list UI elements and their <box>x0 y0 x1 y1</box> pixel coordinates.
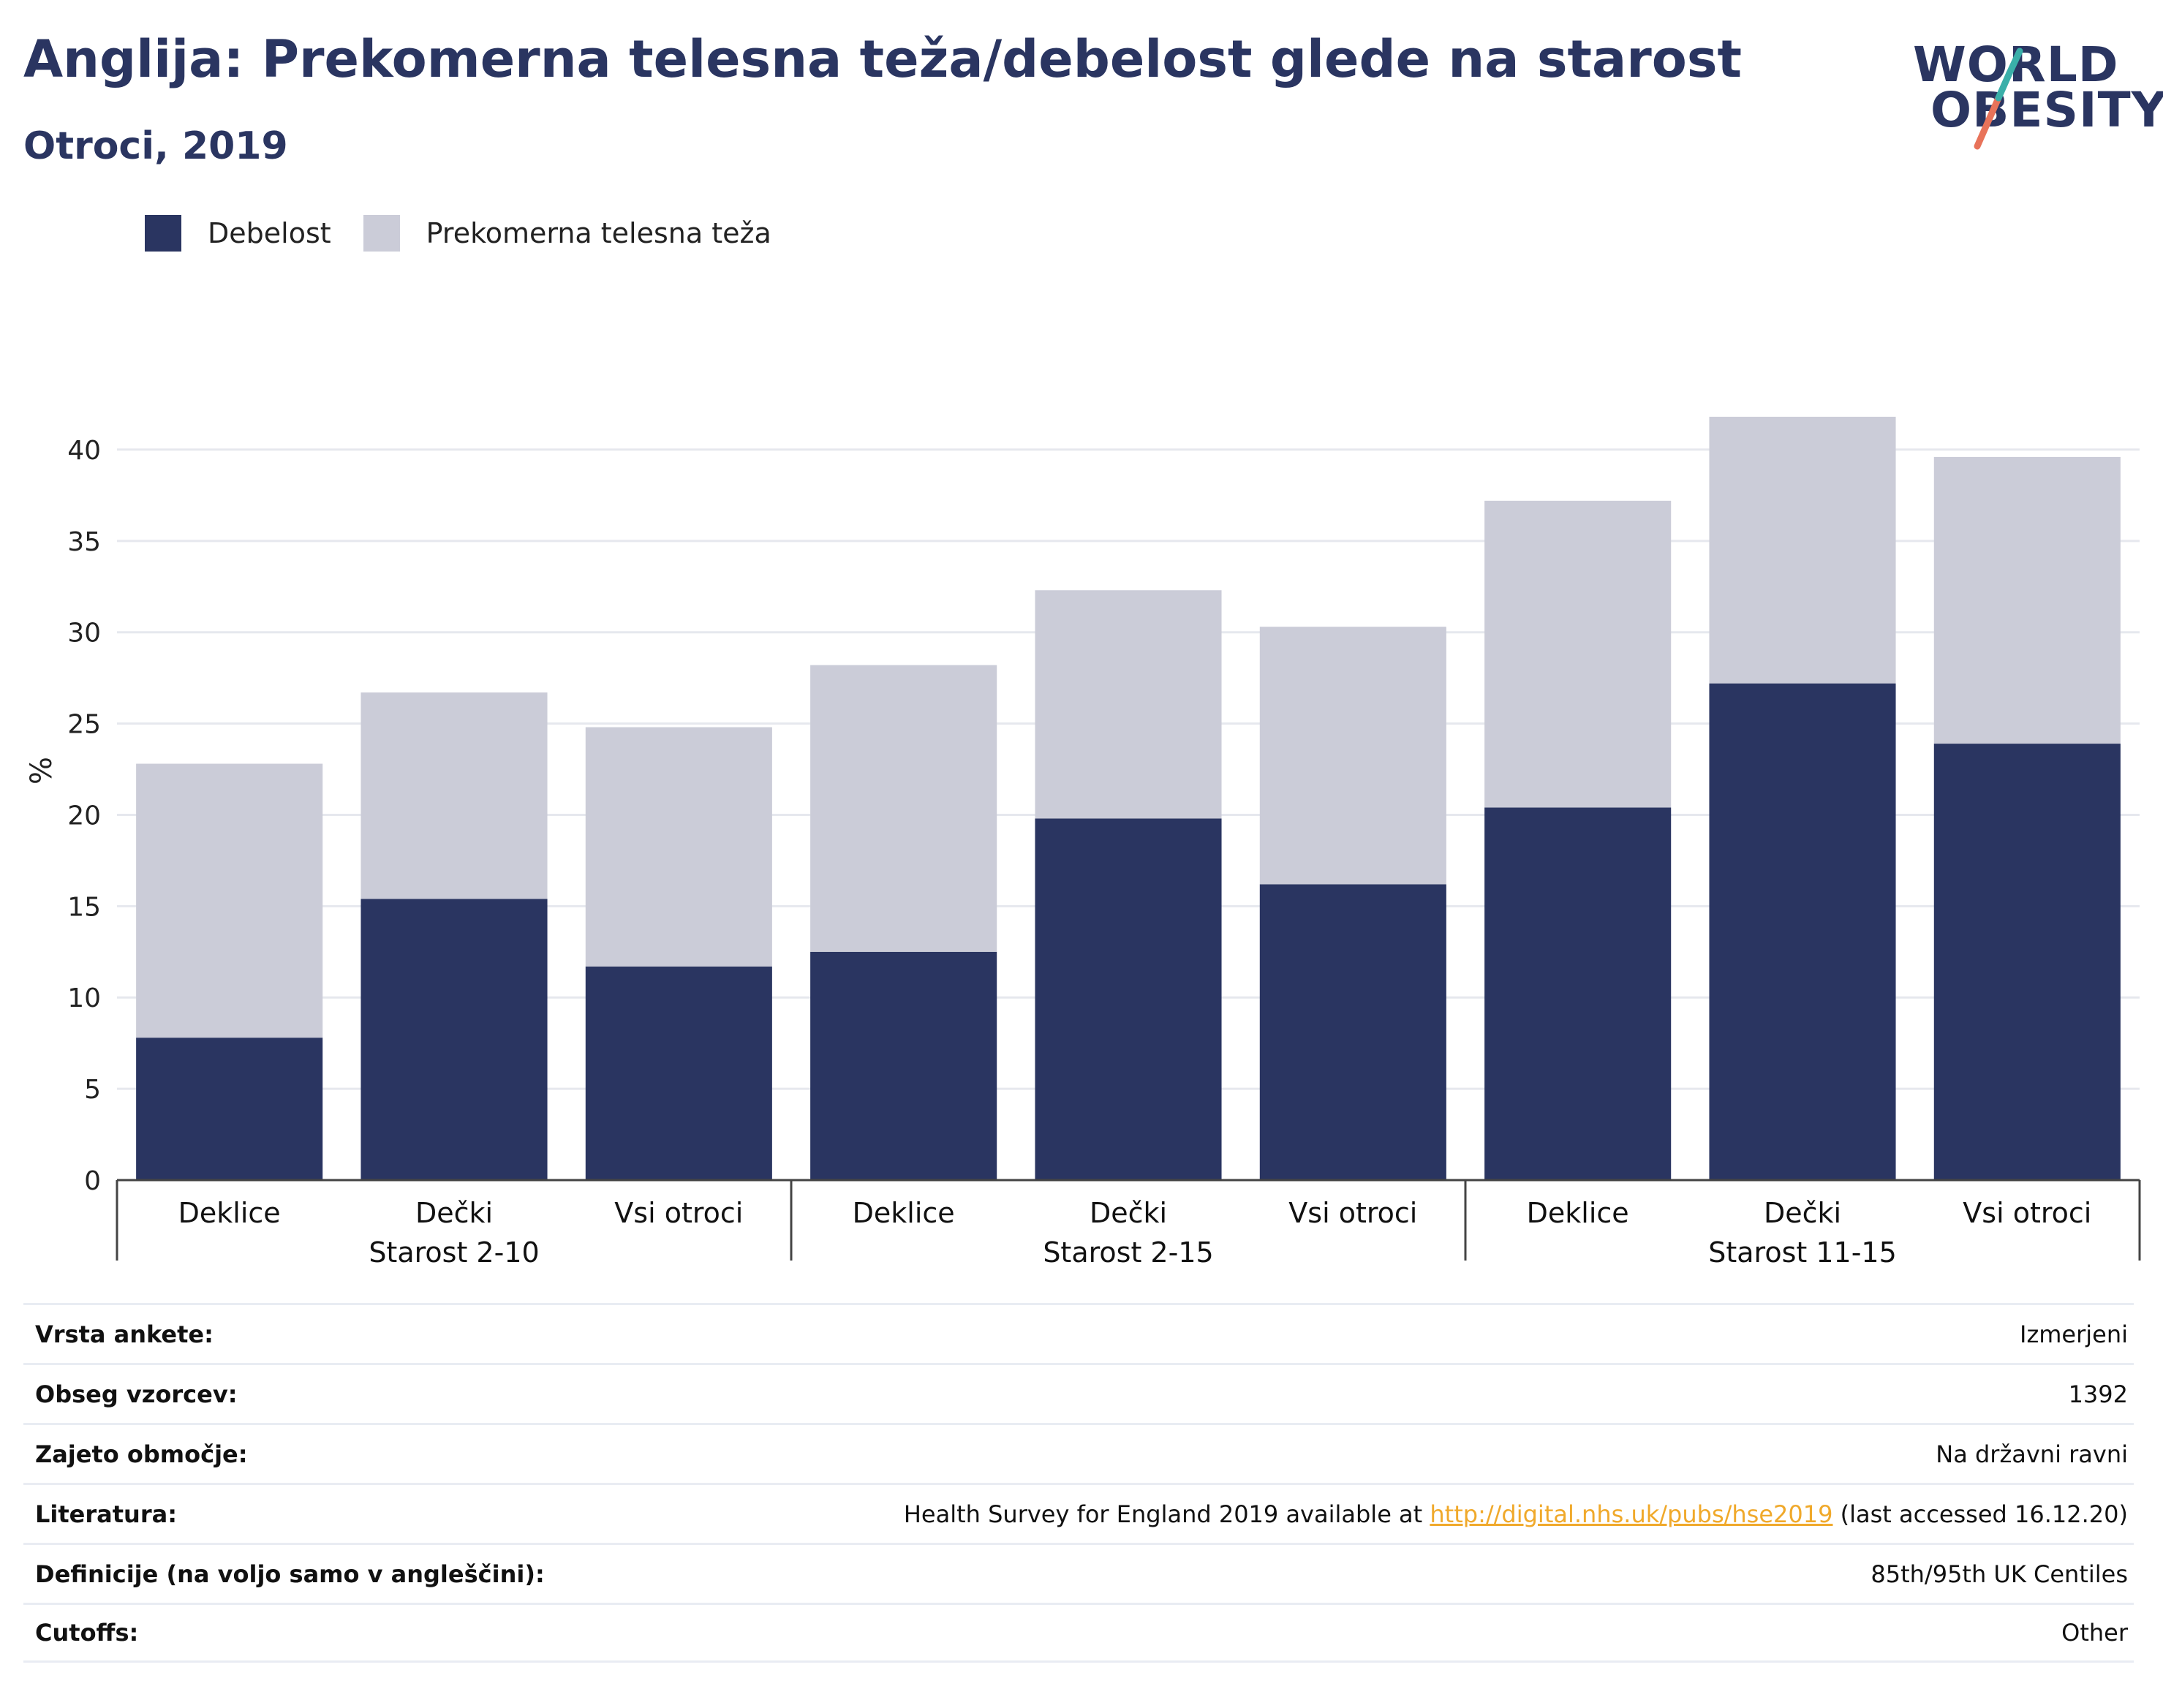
bar-obesity <box>1933 744 2121 1180</box>
bar-obesity <box>360 899 548 1180</box>
legend-label-overweight: Prekomerna telesna teža <box>426 217 771 249</box>
y-tick-label: 20 <box>67 801 101 831</box>
meta-row-definitions: Definicije (na voljo samo v angleščini):… <box>23 1543 2134 1603</box>
bar-overweight <box>1484 500 1672 808</box>
bar-obesity <box>1709 683 1896 1180</box>
y-tick-label: 40 <box>67 436 101 466</box>
y-tick-label: 25 <box>67 710 101 740</box>
meta-value: Na državni ravni <box>1936 1440 2128 1468</box>
y-tick-label: 0 <box>84 1166 101 1196</box>
page-title: Anglija: Prekomerna telesna teža/debelos… <box>23 29 1742 89</box>
reference-text-post: (last accessed 16.12.20) <box>1832 1500 2128 1528</box>
logo-slash-icon <box>1974 48 2023 150</box>
y-tick-label: 15 <box>67 892 101 922</box>
legend-swatch-obesity <box>145 215 181 252</box>
bar-obesity <box>1484 807 1672 1180</box>
chart-legend: Debelost Prekomerna telesna teža <box>145 215 804 252</box>
meta-key: Definicije (na voljo samo v angleščini): <box>35 1560 545 1588</box>
logo-line-2: OBESITY <box>1930 82 2163 138</box>
meta-key: Literatura: <box>35 1500 177 1528</box>
meta-row-area: Zajeto območje: Na državni ravni <box>23 1423 2134 1483</box>
bar-overweight <box>136 763 323 1038</box>
meta-value: Health Survey for England 2019 available… <box>904 1500 2128 1528</box>
reference-link[interactable]: http://digital.nhs.uk/pubs/hse2019 <box>1430 1500 1833 1528</box>
meta-value: 85th/95th UK Centiles <box>1871 1560 2128 1588</box>
world-obesity-logo: WORLD OBESITY <box>1901 37 2163 154</box>
bar-overweight <box>1035 590 1222 819</box>
x-tick-label: Vsi otroci <box>614 1197 743 1229</box>
bar-obesity <box>136 1038 323 1180</box>
x-tick-label: Dečki <box>1090 1197 1167 1229</box>
bar-overweight <box>1259 627 1446 885</box>
meta-key: Vrsta ankete: <box>35 1320 214 1348</box>
meta-row-sample-size: Obseg vzorcev: 1392 <box>23 1363 2134 1423</box>
meta-key: Cutoffs: <box>35 1619 139 1647</box>
meta-key: Zajeto območje: <box>35 1440 248 1468</box>
reference-text-pre: Health Survey for England 2019 available… <box>903 1500 1430 1528</box>
x-tick-label: Dečki <box>1764 1197 1841 1229</box>
meta-value: Izmerjeni <box>2020 1320 2128 1348</box>
bar-overweight <box>1709 416 1896 684</box>
bar-overweight <box>1933 456 2121 744</box>
group-label: Starost 2-10 <box>369 1236 539 1269</box>
bar-obesity <box>810 951 997 1180</box>
legend-item-overweight[interactable]: Prekomerna telesna teža <box>363 215 771 252</box>
x-tick-label: Deklice <box>178 1197 281 1229</box>
bar-obesity <box>585 966 772 1180</box>
group-label: Starost 2-15 <box>1043 1236 1213 1269</box>
group-label: Starost 11-15 <box>1708 1236 1897 1269</box>
x-tick-label: Deklice <box>1527 1197 1629 1229</box>
metadata-table: Vrsta ankete: Izmerjeni Obseg vzorcev: 1… <box>23 1303 2134 1663</box>
x-tick-label: Dečki <box>415 1197 493 1229</box>
meta-row-survey-type: Vrsta ankete: Izmerjeni <box>23 1303 2134 1363</box>
bar-chart: 0 5 10 15 20 25 30 35 40% Deklice Dečki Vsi otroci D… <box>25 416 2141 1269</box>
bar-obesity <box>1259 884 1446 1180</box>
y-tick-label: 10 <box>67 983 101 1013</box>
bar-overweight <box>810 665 997 952</box>
meta-row-references: Literatura: Health Survey for England 20… <box>23 1483 2134 1543</box>
x-tick-label: Vsi otroci <box>1288 1197 1417 1229</box>
legend-item-obesity[interactable]: Debelost <box>145 215 331 252</box>
y-tick-label: 30 <box>67 619 101 649</box>
x-tick-label: Deklice <box>853 1197 955 1229</box>
meta-value: 1392 <box>2068 1380 2128 1408</box>
bar-overweight <box>585 727 772 967</box>
meta-value: Other <box>2061 1619 2128 1647</box>
meta-key: Obseg vzorcev: <box>35 1380 238 1408</box>
meta-row-cutoffs: Cutoffs: Other <box>23 1603 2134 1663</box>
bar-obesity <box>1035 818 1222 1180</box>
y-tick-label: 35 <box>67 527 101 557</box>
legend-swatch-overweight <box>363 215 400 252</box>
bar-overweight <box>360 692 548 899</box>
y-tick-label: 5 <box>84 1075 101 1105</box>
legend-label-obesity: Debelost <box>208 217 331 249</box>
x-tick-label: Vsi otroci <box>1963 1197 2091 1229</box>
page-subtitle: Otroci, 2019 <box>23 124 288 168</box>
y-axis-label: % <box>25 757 58 785</box>
